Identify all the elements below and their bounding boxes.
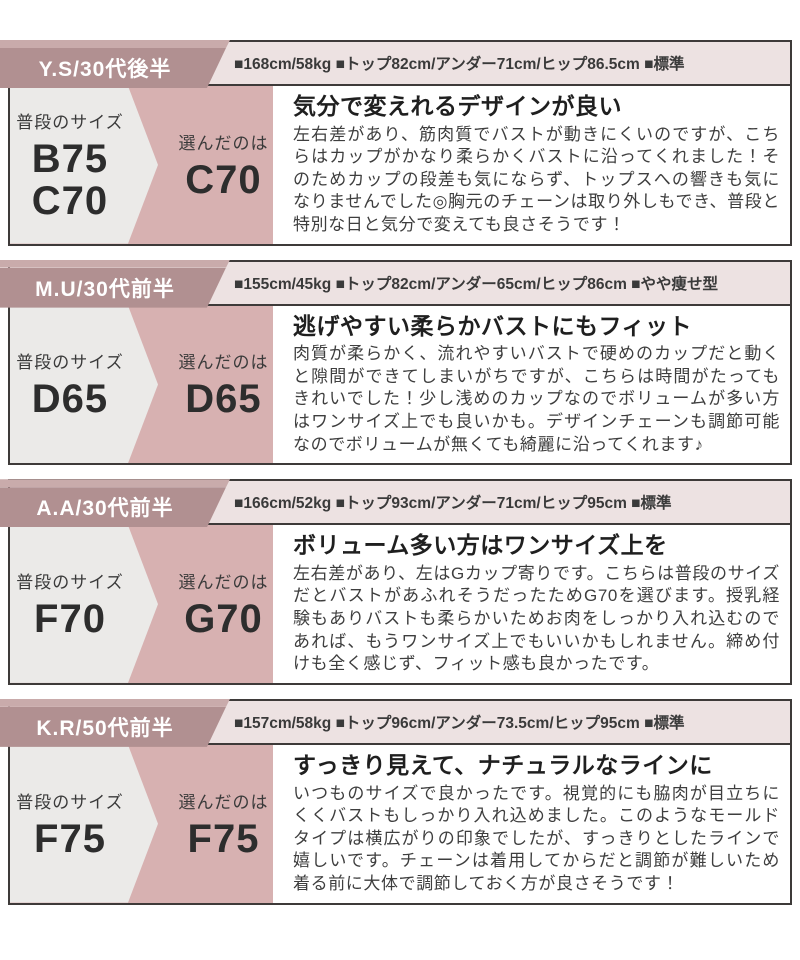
reviewer-tag: K.R/50代前半 <box>0 707 226 747</box>
chosen-size-value: C70 <box>185 157 262 202</box>
review-body: 普段のサイズ F70 選んだのは G70 ボリューム多い方はワンサイズ上を 左右… <box>10 525 790 683</box>
reviewer-specs: ■168cm/58kg ■トップ82cm/アンダー71cm/ヒップ86.5cm … <box>234 56 685 73</box>
chosen-size-label: 選んだのは <box>178 133 269 153</box>
review-content: すっきり見えて、ナチュラルなラインに いつものサイズで良かったです。視覚的にも脇… <box>273 745 790 903</box>
review-card: Y.S/30代後半 ■168cm/58kg ■トップ82cm/アンダー71cm/… <box>8 40 792 246</box>
usual-size-label: 普段のサイズ <box>16 573 124 593</box>
review-card: M.U/30代前半 ■155cm/45kg ■トップ82cm/アンダー65cm/… <box>8 259 792 466</box>
size-comparison: 普段のサイズ D65 選んだのは D65 <box>10 305 273 464</box>
review-body: 普段のサイズ B75 C70 選んだのは C70 気分で変えれるデザインが良い 左… <box>10 86 790 244</box>
size-comparison: 普段のサイズ B75 C70 選んだのは C70 <box>10 86 273 244</box>
size-comparison: 普段のサイズ F70 選んだのは G70 <box>10 525 273 683</box>
review-title: 逃げやすい柔らかバストにもフィット <box>293 312 693 339</box>
chosen-size-panel: 選んだのは D65 <box>158 306 273 464</box>
reviewer-tag: A.A/30代前半 <box>0 487 226 527</box>
tag-accent-strip <box>0 699 230 707</box>
chosen-size-panel: 選んだのは C70 <box>158 86 273 244</box>
reviewer-specs: ■155cm/45kg ■トップ82cm/アンダー65cm/ヒップ86cm ■や… <box>234 275 719 293</box>
chosen-size-value: F75 <box>187 816 260 861</box>
chosen-size-label: 選んだのは <box>178 792 269 812</box>
review-title: ボリューム多い方はワンサイズ上を <box>293 532 668 559</box>
reviewer-specs: ■157cm/58kg ■トップ96cm/アンダー73.5cm/ヒップ95cm … <box>234 714 685 732</box>
usual-size-panel: 普段のサイズ B75 C70 <box>10 86 158 244</box>
usual-size-label: 普段のサイズ <box>16 353 124 373</box>
review-title: すっきり見えて、ナチュラルなラインに <box>293 751 713 778</box>
reviewer-name: Y.S/30代後半 <box>38 58 172 81</box>
usual-size-panel: 普段のサイズ F75 <box>10 744 158 903</box>
usual-size-panel: 普段のサイズ D65 <box>10 305 158 464</box>
usual-size-value: F70 <box>34 597 106 642</box>
usual-size-value: B75 C70 <box>31 136 109 223</box>
review-card: K.R/50代前半 ■157cm/58kg ■トップ96cm/アンダー73.5c… <box>8 698 792 905</box>
reviewer-tag: M.U/30代前半 <box>0 268 226 308</box>
review-title: 気分で変えれるデザインが良い <box>293 93 622 119</box>
size-comparison: 普段のサイズ F75 選んだのは F75 <box>10 744 273 903</box>
chosen-size-value: G70 <box>184 597 263 642</box>
review-card: A.A/30代前半 ■166cm/52kg ■トップ93cm/アンダー71cm/… <box>8 479 792 685</box>
usual-size-label: 普段のサイズ <box>16 792 124 812</box>
review-body: 普段のサイズ D65 選んだのは D65 逃げやすい柔らかバストにもフィット 肉… <box>10 305 790 464</box>
tag-accent-strip <box>0 479 230 487</box>
usual-size-value: F75 <box>34 816 106 861</box>
review-content: ボリューム多い方はワンサイズ上を 左右差があり、左はGカップ寄りです。こちらは普… <box>273 525 790 683</box>
chosen-size-label: 選んだのは <box>178 573 269 593</box>
chosen-size-label: 選んだのは <box>178 353 269 373</box>
reviewer-tag: Y.S/30代後半 <box>0 48 226 88</box>
review-text: 肉質が柔らかく、流れやすいバストで硬めのカップだと動くと隙間ができてしまいがちで… <box>293 344 780 454</box>
review-body: 普段のサイズ F75 選んだのは F75 すっきり見えて、ナチュラルなラインに … <box>10 744 790 903</box>
usual-size-label: 普段のサイズ <box>16 112 124 132</box>
review-page: Y.S/30代後半 ■168cm/58kg ■トップ82cm/アンダー71cm/… <box>0 40 792 905</box>
usual-size-value: D65 <box>31 377 109 422</box>
usual-size-panel: 普段のサイズ F70 <box>10 525 158 683</box>
review-text: 左右差があり、筋肉質でバストが動きにくいのですが、こちらはカップがかなり柔らかく… <box>293 124 780 235</box>
review-content: 気分で変えれるデザインが良い 左右差があり、筋肉質でバストが動きにくいのですが、… <box>273 86 790 244</box>
review-card-box: ■166cm/52kg ■トップ93cm/アンダー71cm/ヒップ95cm ■標… <box>8 479 792 685</box>
reviewer-name: M.U/30代前半 <box>35 277 175 301</box>
reviewer-specs: ■166cm/52kg ■トップ93cm/アンダー71cm/ヒップ95cm ■標… <box>234 495 672 513</box>
reviewer-name: K.R/50代前半 <box>36 716 174 740</box>
review-text: 左右差があり、左はGカップ寄りです。こちらは普段のサイズだとバストがあふれそうだ… <box>293 563 780 674</box>
review-content: 逃げやすい柔らかバストにもフィット 肉質が柔らかく、流れやすいバストで硬めのカッ… <box>273 306 790 464</box>
review-card-box: ■157cm/58kg ■トップ96cm/アンダー73.5cm/ヒップ95cm … <box>8 698 792 905</box>
review-text: いつものサイズで良かったです。視覚的にも脇肉が目立ちにくくバストもしっかり入れ込… <box>293 783 780 893</box>
tag-accent-strip <box>0 40 230 48</box>
chosen-size-panel: 選んだのは G70 <box>158 525 273 683</box>
reviewer-name: A.A/30代前半 <box>36 497 174 521</box>
tag-accent-strip <box>0 260 230 268</box>
chosen-size-panel: 選んだのは F75 <box>158 745 273 903</box>
chosen-size-value: D65 <box>185 377 262 422</box>
